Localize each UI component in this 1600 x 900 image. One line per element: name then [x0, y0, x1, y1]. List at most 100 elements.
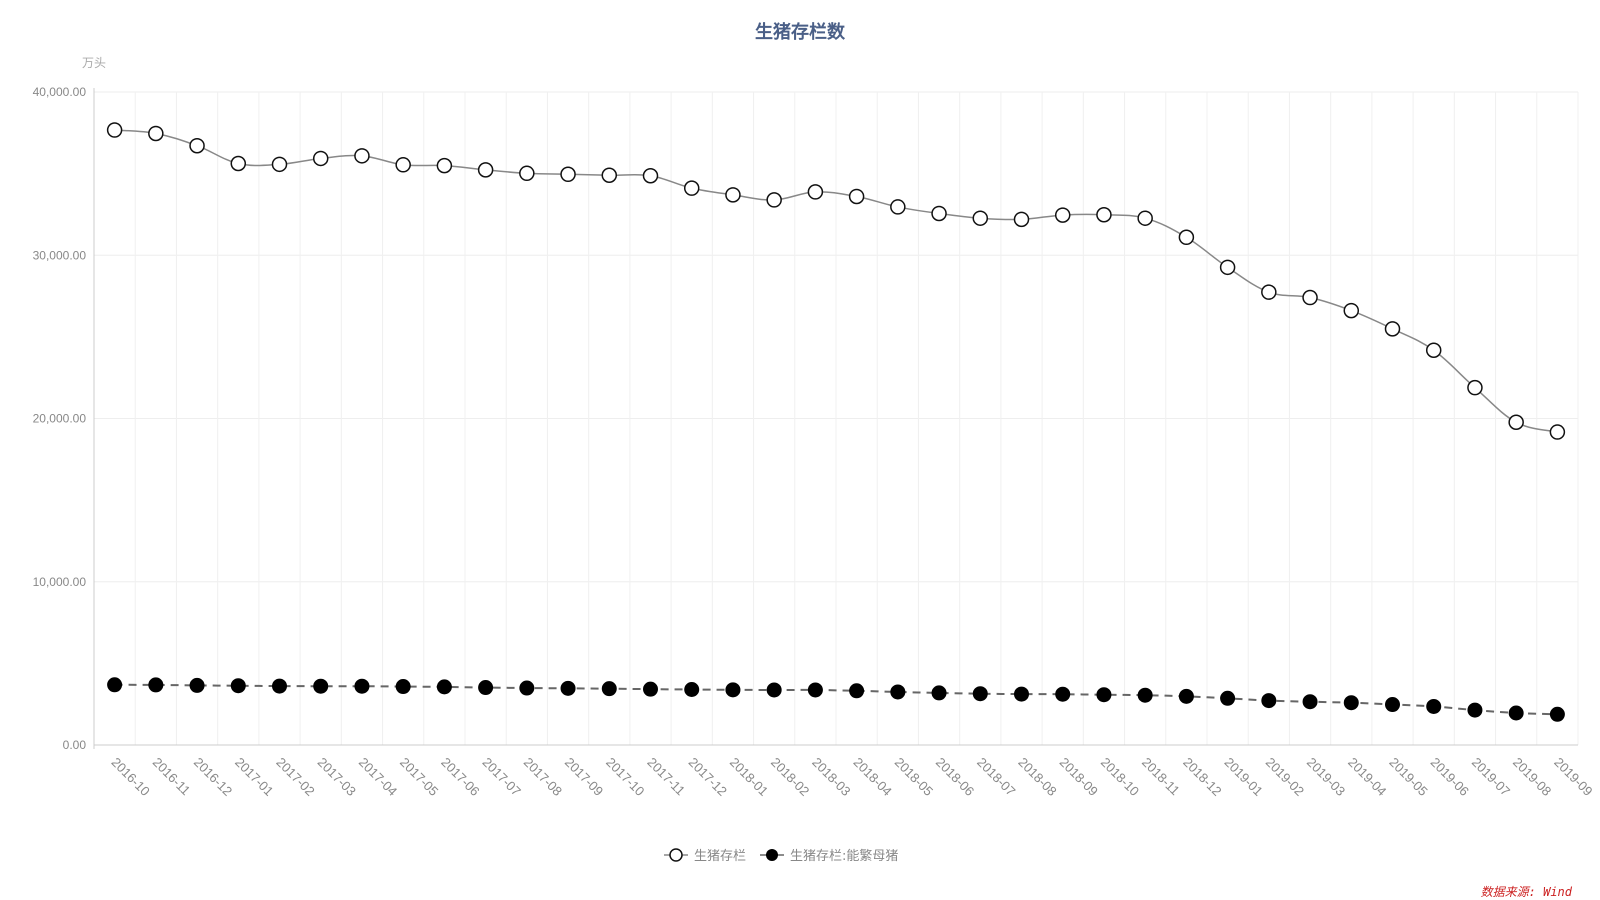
x-tick-label: 2017-04 [356, 755, 400, 799]
data-point[interactable] [560, 166, 576, 183]
data-point[interactable] [1549, 424, 1566, 440]
data-point[interactable] [1425, 342, 1442, 359]
x-tick-label: 2019-09 [1551, 755, 1595, 799]
data-point[interactable] [1013, 211, 1030, 228]
x-tick-label: 2017-06 [438, 755, 482, 799]
data-point[interactable] [354, 148, 370, 164]
data-point[interactable] [519, 165, 535, 182]
data-point[interactable] [1302, 289, 1318, 306]
data-point[interactable] [1054, 207, 1071, 223]
data-point[interactable] [1178, 229, 1195, 246]
data-point[interactable] [1096, 207, 1112, 223]
data-point[interactable] [272, 678, 287, 694]
data-point[interactable] [1178, 688, 1194, 704]
data-point[interactable] [107, 677, 123, 693]
x-tick-label: 2017-08 [521, 755, 565, 799]
data-point[interactable] [1014, 686, 1029, 702]
data-point[interactable] [972, 210, 989, 226]
data-point[interactable] [931, 205, 947, 222]
data-point[interactable] [890, 199, 906, 215]
data-point[interactable] [601, 681, 617, 697]
data-point[interactable] [1549, 706, 1565, 722]
series-1 [106, 122, 1566, 440]
data-point[interactable] [1384, 321, 1401, 337]
y-axis-ticks: 0.00 10,000.00 20,000.00 30,000.00 40,000.00 [33, 85, 87, 752]
data-point[interactable] [725, 187, 741, 203]
data-point[interactable] [477, 162, 494, 178]
data-point[interactable] [1467, 379, 1483, 396]
x-tick-label: 2018-11 [1139, 755, 1183, 799]
data-point[interactable] [271, 156, 288, 173]
data-point[interactable] [395, 679, 411, 695]
data-point[interactable] [1261, 693, 1277, 709]
data-point[interactable] [849, 683, 865, 699]
data-point[interactable] [766, 682, 782, 698]
data-point[interactable] [643, 681, 658, 697]
x-tick-label: 2017-09 [562, 755, 606, 799]
data-point[interactable] [189, 677, 205, 693]
data-point[interactable] [1467, 702, 1483, 718]
data-point[interactable] [1385, 697, 1400, 713]
data-point[interactable] [1343, 302, 1360, 319]
data-point[interactable] [148, 125, 164, 142]
grid [93, 91, 1579, 746]
x-tick-label: 2016-11 [150, 755, 194, 799]
data-point[interactable] [601, 167, 618, 184]
x-tick-label: 2018-02 [768, 755, 812, 799]
data-point[interactable] [766, 192, 782, 208]
data-point[interactable] [972, 686, 988, 702]
x-tick-label: 2018-08 [1015, 755, 1059, 799]
data-point[interactable] [931, 685, 947, 701]
x-tick-label: 2017-12 [686, 755, 730, 799]
data-point[interactable] [395, 157, 411, 173]
data-point[interactable] [1302, 694, 1318, 710]
data-point[interactable] [807, 184, 824, 200]
legend-item-2[interactable]: 生猪存栏:能繁母猪 [760, 848, 898, 864]
y-tick-label: 20,000.00 [33, 412, 87, 426]
data-point[interactable] [1426, 698, 1442, 714]
data-point[interactable] [848, 188, 865, 205]
data-point[interactable] [1220, 690, 1236, 706]
data-point[interactable] [1508, 414, 1524, 431]
legend-label: 生猪存栏:能繁母猪 [790, 848, 898, 864]
data-point[interactable] [1261, 284, 1277, 300]
data-point[interactable] [354, 678, 370, 694]
x-tick-label: 2017-03 [315, 755, 359, 799]
data-point[interactable] [684, 681, 700, 697]
data-point[interactable] [436, 679, 452, 695]
x-tick-label: 2017-01 [232, 755, 276, 799]
data-point[interactable] [230, 155, 247, 172]
axes [93, 88, 1578, 749]
data-point[interactable] [436, 157, 453, 174]
legend-item-1[interactable]: 生猪存栏 [664, 848, 746, 864]
legend[interactable]: 生猪存栏 生猪存栏:能繁母猪 [664, 848, 898, 864]
data-point[interactable] [560, 680, 576, 696]
data-point[interactable] [106, 122, 123, 138]
data-point[interactable] [1219, 259, 1236, 276]
x-tick-label: 2019-06 [1428, 755, 1472, 799]
data-point[interactable] [519, 680, 535, 696]
data-point[interactable] [1137, 687, 1153, 703]
data-point[interactable] [1343, 695, 1359, 711]
data-point[interactable] [807, 682, 823, 698]
data-point[interactable] [312, 150, 329, 167]
data-point[interactable] [1096, 687, 1112, 703]
data-point[interactable] [478, 680, 494, 696]
data-point[interactable] [230, 678, 246, 694]
data-point[interactable] [1055, 686, 1071, 702]
data-point[interactable] [1137, 210, 1153, 226]
legend-marker [669, 848, 683, 862]
data-point[interactable] [683, 180, 700, 196]
data-point[interactable] [1508, 705, 1524, 721]
data-point[interactable] [189, 137, 205, 154]
data-point[interactable] [642, 167, 659, 184]
y-tick-label: 40,000.00 [33, 85, 87, 99]
series-group [106, 122, 1566, 722]
data-point[interactable] [725, 682, 741, 698]
data-point[interactable] [313, 678, 329, 694]
y-axis-unit: 万头 [82, 56, 106, 70]
x-tick-label: 2017-11 [644, 755, 688, 799]
data-point[interactable] [890, 684, 906, 700]
data-point[interactable] [148, 677, 164, 693]
